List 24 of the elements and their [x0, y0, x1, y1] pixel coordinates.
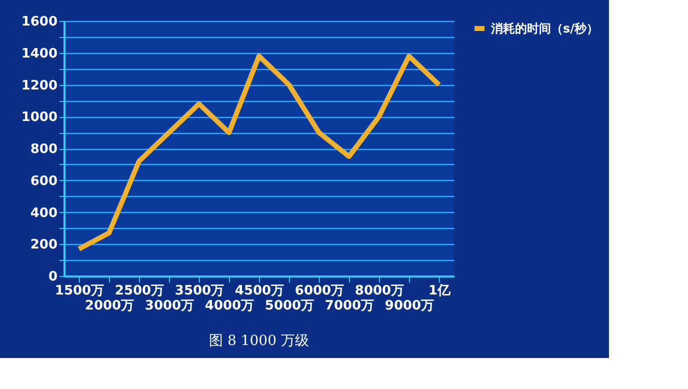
y-tick-label: 1400	[21, 46, 58, 62]
x-tick-label: 7000万	[324, 298, 374, 314]
x-tick-label: 2000万	[84, 298, 134, 314]
y-tick-label: 0	[48, 270, 58, 284]
y-tick-label: 400	[30, 206, 58, 221]
x-tick-label: 4000万	[204, 298, 254, 314]
text: 图 8 1000 万级	[209, 333, 309, 349]
y-tick-label: 200	[30, 238, 58, 253]
legend-label: 消耗的时间（s/秒）	[490, 22, 599, 36]
x-tick-label: 1亿	[428, 284, 452, 298]
y-tick-label: 800	[30, 142, 58, 157]
x-tick-label: 3500万	[174, 284, 224, 298]
x-tick-label: 3000万	[144, 298, 194, 314]
x-tick-label: 6000万	[294, 284, 344, 298]
y-tick-label: 1200	[21, 78, 58, 94]
x-tick-label: 4500万	[234, 284, 284, 298]
x-tick-label: 2500万	[114, 284, 164, 298]
x-tick-label: 9000万	[384, 298, 434, 314]
y-tick-label: 1600	[21, 14, 58, 30]
x-tick-label: 5000万	[264, 298, 314, 314]
x-tick-label: 1500万	[54, 284, 104, 298]
x-tick-label: 8000万	[354, 284, 404, 298]
y-tick-label: 1000	[21, 110, 58, 126]
y-tick-label: 600	[30, 174, 58, 189]
